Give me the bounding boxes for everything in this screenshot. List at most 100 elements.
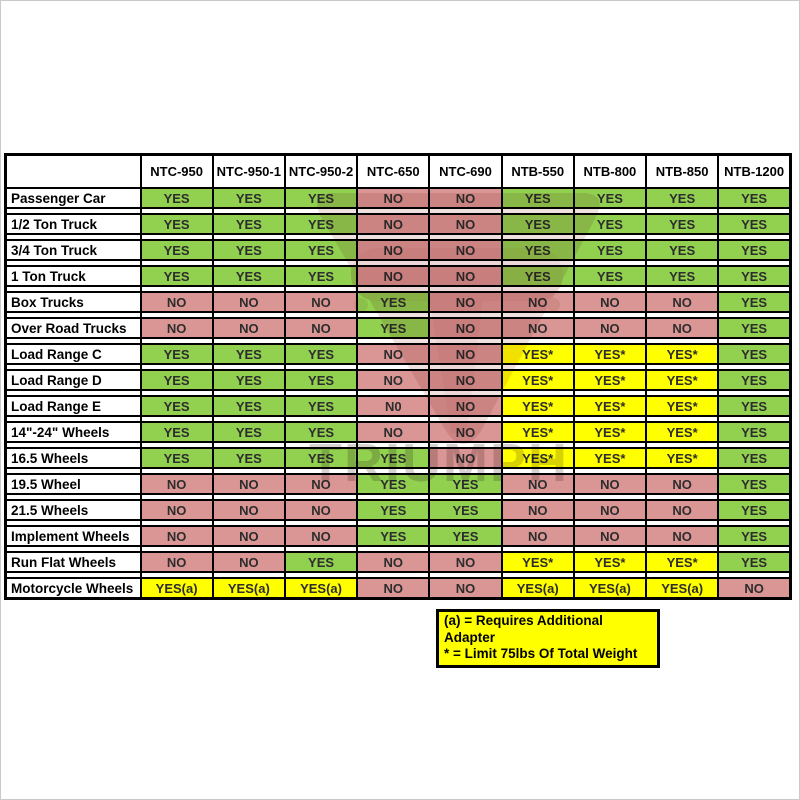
cell-value: YES [211, 239, 286, 261]
cell-value: NO [428, 343, 503, 365]
cell-value: NO [139, 473, 214, 495]
spacer-cell [139, 208, 214, 214]
cell-value: YES* [645, 395, 720, 417]
spacer-cell [4, 208, 142, 214]
spacer-cell [211, 364, 286, 370]
cell-value: YES [283, 551, 359, 573]
spacer-cell [283, 442, 359, 448]
spacer-cell [500, 546, 575, 552]
cell-value: NO [572, 317, 648, 339]
cell-value: YES [283, 265, 359, 287]
row-spacer [4, 572, 792, 578]
cell-value: YES [211, 265, 286, 287]
spacer-cell [139, 494, 214, 500]
spacer-cell [645, 468, 720, 474]
spacer-cell [645, 364, 720, 370]
column-header: NTC-950-2 [283, 153, 359, 189]
cell-value: YES [139, 447, 214, 469]
spacer-cell [500, 572, 575, 578]
cell-value: YES [356, 499, 431, 521]
cell-value: YES [645, 187, 720, 209]
row-label: 3/4 Ton Truck [4, 239, 142, 261]
cell-value: NO [356, 369, 431, 391]
spacer-cell [4, 312, 142, 318]
table-row: Implement Wheels NO NO NO YES YES NO NO NO YES [4, 525, 792, 547]
row-label: 1/2 Ton Truck [4, 213, 142, 235]
cell-value: YES* [572, 395, 648, 417]
spacer-cell [500, 494, 575, 500]
row-label: 19.5 Wheel [4, 473, 142, 495]
cell-value: YES* [572, 447, 648, 469]
legend-line-weight: * = Limit 75lbs Of Total Weight [444, 646, 638, 661]
row-spacer [4, 468, 792, 474]
spacer-cell [211, 208, 286, 214]
table-row: 3/4 Ton Truck YES YES YES NO NO YES YES YES YES [4, 239, 792, 261]
spacer-cell [500, 468, 575, 474]
spacer-cell [4, 338, 142, 344]
cell-value: YES [717, 343, 792, 365]
cell-value: YES [645, 213, 720, 235]
cell-value: YES [283, 369, 359, 391]
cell-value: YES [428, 473, 503, 495]
cell-value: NO [428, 369, 503, 391]
spacer-cell [356, 546, 431, 552]
table-row: 1/2 Ton Truck YES YES YES NO NO YES YES YES YES [4, 213, 792, 235]
cell-value: YES [500, 213, 575, 235]
spacer-cell [4, 468, 142, 474]
spacer-cell [572, 442, 648, 448]
spacer-cell [645, 442, 720, 448]
spacer-cell [717, 312, 792, 318]
cell-value: NO [356, 187, 431, 209]
table-row: Over Road Trucks NO NO NO YES NO NO NO NO YES [4, 317, 792, 339]
table-body: Passenger Car YES YES YES NO NO YES YES YES YES 1/… [4, 187, 792, 600]
spacer-cell [4, 494, 142, 500]
cell-value: NO [428, 213, 503, 235]
cell-value: YES [356, 317, 431, 339]
cell-value: YES [717, 291, 792, 313]
cell-value: YES(a) [572, 577, 648, 600]
spacer-cell [645, 416, 720, 422]
cell-value: NO [572, 499, 648, 521]
spacer-cell [428, 442, 503, 448]
cell-value: YES* [572, 343, 648, 365]
spacer-cell [211, 520, 286, 526]
cell-value: NO [428, 395, 503, 417]
cell-value: YES [139, 187, 214, 209]
spacer-cell [283, 494, 359, 500]
cell-value: YES [717, 187, 792, 209]
cell-value: YES [717, 395, 792, 417]
cell-value: NO [139, 551, 214, 573]
column-header: NTC-950 [139, 153, 214, 189]
cell-value: NO [283, 291, 359, 313]
cell-value: NO [283, 525, 359, 547]
cell-value: YES [717, 525, 792, 547]
cell-value: YES* [500, 343, 575, 365]
column-header: NTB-1200 [717, 153, 792, 189]
cell-value: YES [211, 395, 286, 417]
cell-value: YES [139, 239, 214, 261]
cell-value: NO [428, 265, 503, 287]
spacer-cell [645, 260, 720, 266]
cell-value: NO [572, 291, 648, 313]
cell-value: YES* [500, 551, 575, 573]
cell-value: NO [356, 239, 431, 261]
column-header: NTB-850 [645, 153, 720, 189]
spacer-cell [4, 416, 142, 422]
spacer-cell [356, 442, 431, 448]
spacer-cell [717, 494, 792, 500]
row-spacer [4, 546, 792, 552]
spacer-cell [428, 546, 503, 552]
cell-value: NO [428, 239, 503, 261]
spacer-cell [139, 442, 214, 448]
cell-value: YES [500, 265, 575, 287]
row-label: Box Trucks [4, 291, 142, 313]
spacer-cell [717, 390, 792, 396]
spacer-cell [717, 442, 792, 448]
cell-value: YES [645, 265, 720, 287]
cell-value: NO [356, 577, 431, 600]
row-spacer [4, 494, 792, 500]
spacer-cell [717, 572, 792, 578]
cell-value: YES* [572, 421, 648, 443]
spacer-cell [139, 390, 214, 396]
